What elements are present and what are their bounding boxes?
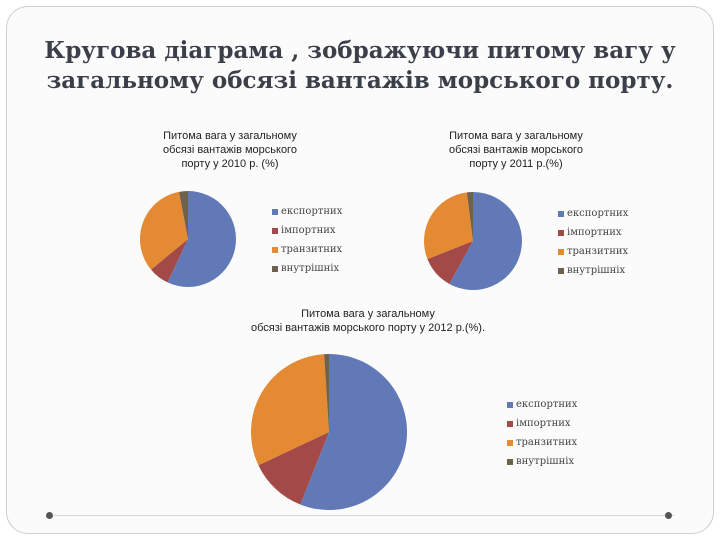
chart-2011-title-line-1: Питома вага у загальному [449,130,583,142]
legend-item: імпортних [507,414,577,433]
legend-label: імпортних [567,227,622,238]
chart-2010-title-line-2: обсязі вантажів морського [163,144,297,156]
legend-label: внутрішніх [516,456,575,467]
chart-2011-title: Питома вага у загальному обсязі вантажів… [416,129,616,171]
legend-label: транзитних [567,246,629,257]
legend-item: експортних [558,204,628,223]
legend-label: внутрішніх [567,265,626,276]
bottom-right-dot [665,512,672,519]
chart-2011-title-line-2: обсязі вантажів морського [449,144,583,156]
legend-item: експортних [272,202,342,221]
chart-2010-title-line-1: Питома вага у загальному [163,130,297,142]
pie-slice-експортних [449,192,522,290]
legend-item: експортних [507,395,577,414]
legend-swatch [272,246,278,253]
legend-item: внутрішніх [507,452,577,471]
legend-swatch [507,439,513,446]
chart-2012-legend: експортних імпортних транзитних внутрішніх [507,395,577,471]
legend-swatch [507,458,513,465]
legend-swatch [558,267,564,274]
pie-slice-експортних [167,190,237,287]
bottom-divider [54,515,674,516]
pie-slice-імпортних [427,241,473,284]
chart-2012-title: Питома вага у загальному обсязі вантажів… [218,307,518,335]
bottom-left-dot [46,512,53,519]
legend-label: транзитних [281,244,343,255]
legend-label: внутрішніх [281,263,340,274]
legend-label: експортних [567,208,629,219]
pie-slice-імпортних [151,239,188,283]
legend-item: транзитних [558,242,628,261]
legend-item: транзитних [272,240,342,259]
legend-swatch [558,210,564,217]
slide-title-line-1: Кругова діаграма , зображуючи питому ваг… [44,37,676,64]
pie-slice-внутрішніх [324,353,329,432]
legend-swatch [558,248,564,255]
pie-slice-експортних [300,354,408,510]
legend-swatch [272,208,278,215]
chart-2011-legend: експортних імпортних транзитних внутрішніх [558,204,628,280]
legend-label: транзитних [516,437,578,448]
legend-item: транзитних [507,433,577,452]
chart-2010-legend: експортних імпортних транзитних внутрішніх [272,202,342,278]
legend-label: експортних [516,399,578,410]
legend-swatch [507,401,513,408]
legend-label: експортних [281,206,343,217]
chart-2011-title-line-3: порту у 2011 р.(%) [469,158,563,170]
legend-swatch [272,227,278,234]
pie-slice-транзитних [140,191,188,270]
legend-label: імпортних [281,225,336,236]
slide-title: Кругова діаграма , зображуючи питому ваг… [30,36,690,96]
pie-slice-внутрішніх [179,191,188,239]
chart-2010-title: Питома вага у загальному обсязі вантажів… [130,129,330,171]
legend-swatch [272,265,278,272]
chart-2010-title-line-3: порту у 2010 р. (%) [181,158,279,170]
legend-item: внутрішніх [558,261,628,280]
legend-item: імпортних [558,223,628,242]
legend-swatch [507,420,513,427]
legend-label: імпортних [516,418,571,429]
chart-2012-title-line-1: Питома вага у загальному [301,308,435,320]
legend-item: внутрішніх [272,259,342,278]
legend-item: імпортних [272,221,342,240]
legend-swatch [558,229,564,236]
slide-title-line-2: загальному обсязі вантажів морського пор… [46,67,674,94]
pie-slice-імпортних [258,432,329,505]
pie-slice-транзитних [250,354,329,466]
pie-slice-внутрішніх [466,192,473,241]
chart-2012-title-line-2: обсязі вантажів морського порту у 2012 р… [250,322,486,334]
pie-slice-транзитних [423,192,473,260]
